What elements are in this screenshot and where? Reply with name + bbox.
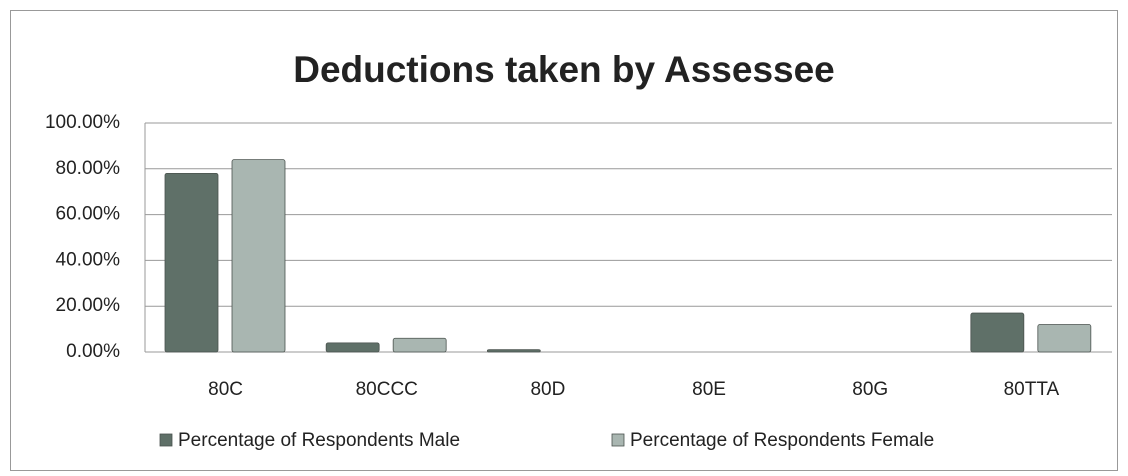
legend-label: Percentage of Respondents Male [178, 430, 460, 451]
legend-swatch [611, 433, 625, 447]
y-tick-label: 40.00% [56, 249, 121, 270]
y-tick-label: 100.00% [45, 112, 120, 133]
legend-swatch [159, 433, 173, 447]
bar [970, 312, 1025, 353]
x-tick-label: 80TTA [1004, 379, 1060, 400]
chart-title: Deductions taken by Assessee [293, 49, 835, 90]
bar [325, 342, 380, 353]
y-tick-label: 60.00% [56, 204, 121, 225]
x-tick-label: 80D [530, 379, 565, 400]
y-tick-label: 20.00% [56, 295, 121, 316]
x-tick-label: 80CCC [356, 379, 418, 400]
x-tick-label: 80E [692, 379, 726, 400]
y-tick-label: 0.00% [66, 341, 120, 362]
legend-label: Percentage of Respondents Female [630, 430, 934, 451]
x-tick-label: 80C [208, 379, 243, 400]
bar [164, 172, 219, 353]
bar [231, 159, 286, 353]
bar [1037, 324, 1092, 353]
bar [392, 337, 447, 353]
bar [486, 349, 541, 353]
x-tick-label: 80G [852, 379, 888, 400]
y-tick-label: 80.00% [56, 158, 121, 179]
